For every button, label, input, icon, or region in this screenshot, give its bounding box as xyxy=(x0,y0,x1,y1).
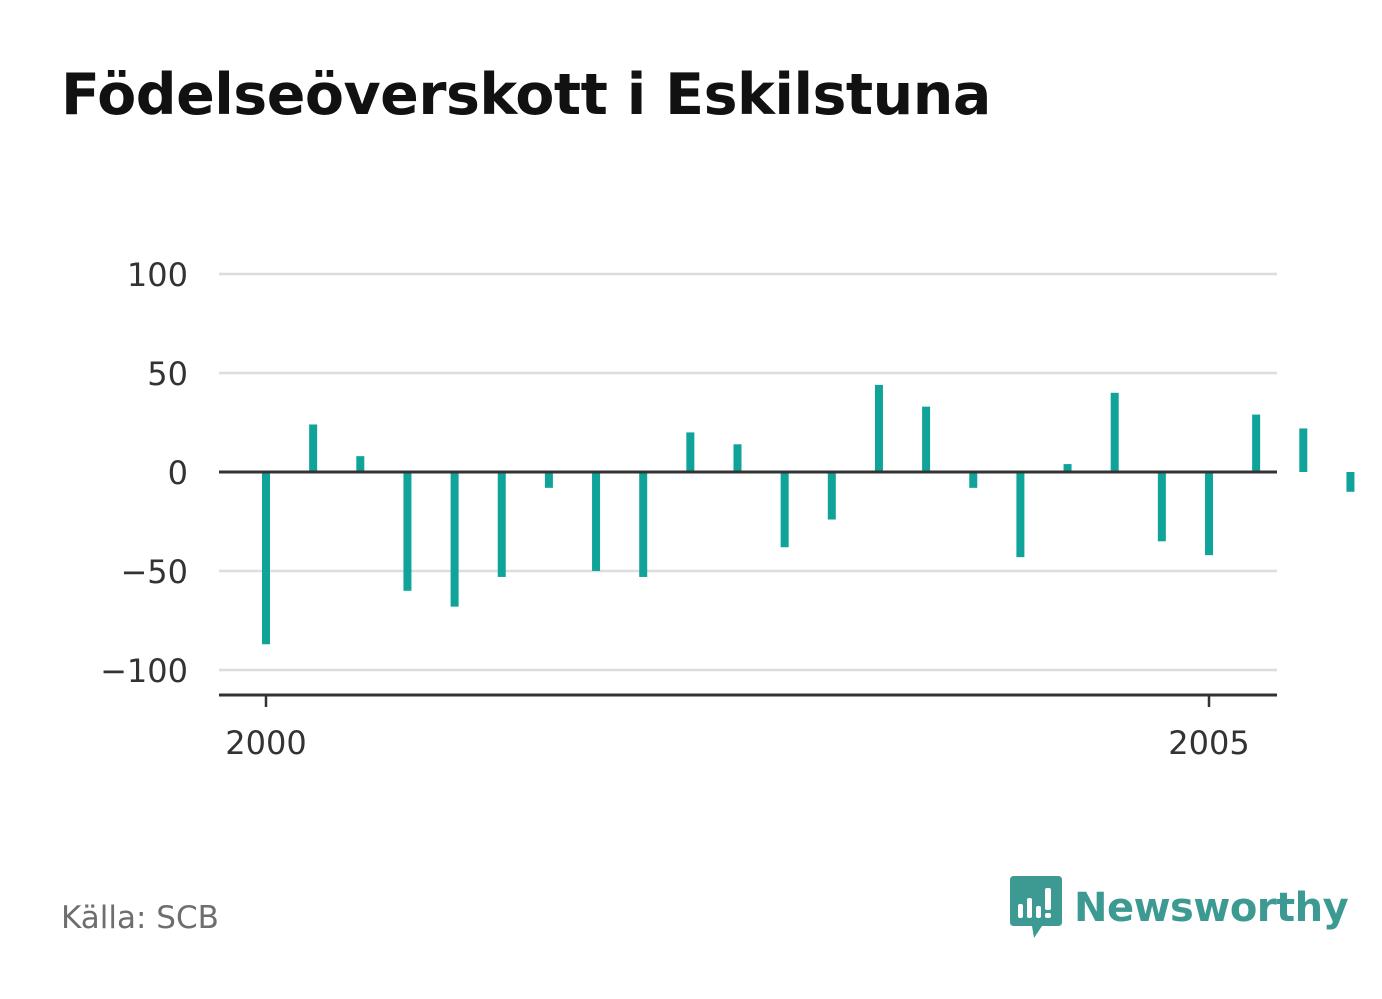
page-title: Födelseöverskott i Eskilstuna xyxy=(61,62,991,128)
bar xyxy=(1299,428,1308,472)
y-axis-ticks: 100 50 0 −50 −100 xyxy=(100,256,188,690)
bar xyxy=(874,384,883,472)
bar xyxy=(262,472,270,645)
bar xyxy=(639,472,648,577)
bar xyxy=(922,406,931,472)
bar xyxy=(780,472,789,548)
source-note: Källa: SCB xyxy=(61,900,219,936)
bar xyxy=(356,456,365,472)
y-tick-label: 50 xyxy=(147,355,188,393)
bar xyxy=(1063,464,1072,472)
y-tick-label: −50 xyxy=(120,553,188,591)
bar xyxy=(497,472,506,577)
bar xyxy=(450,472,459,607)
y-tick-label: 100 xyxy=(127,256,188,294)
bar xyxy=(1016,472,1025,558)
bar xyxy=(544,472,553,488)
y-tick-label: −100 xyxy=(100,652,188,690)
bar xyxy=(733,444,742,472)
bar xyxy=(1110,392,1119,472)
bar xyxy=(1346,472,1355,492)
brand-logo[interactable]: Newsworthy xyxy=(1010,876,1349,940)
y-tick-label: 0 xyxy=(168,454,188,492)
bar xyxy=(1205,472,1213,556)
bar xyxy=(592,472,601,571)
bar xyxy=(403,472,412,591)
brand-name: Newsworthy xyxy=(1074,885,1349,931)
x-tick-label: 2000 xyxy=(225,724,306,762)
bar xyxy=(1157,472,1166,542)
bar xyxy=(1252,414,1261,472)
bar-series xyxy=(219,384,1355,645)
x-axis-ticks: 200020052010201520202025 xyxy=(225,695,1250,762)
bar xyxy=(309,424,318,472)
bar-chart-speech-bubble-icon xyxy=(1010,876,1062,938)
bar xyxy=(686,432,695,472)
x-tick-label: 2005 xyxy=(1168,724,1249,762)
bar xyxy=(827,472,836,520)
bar xyxy=(969,472,978,488)
